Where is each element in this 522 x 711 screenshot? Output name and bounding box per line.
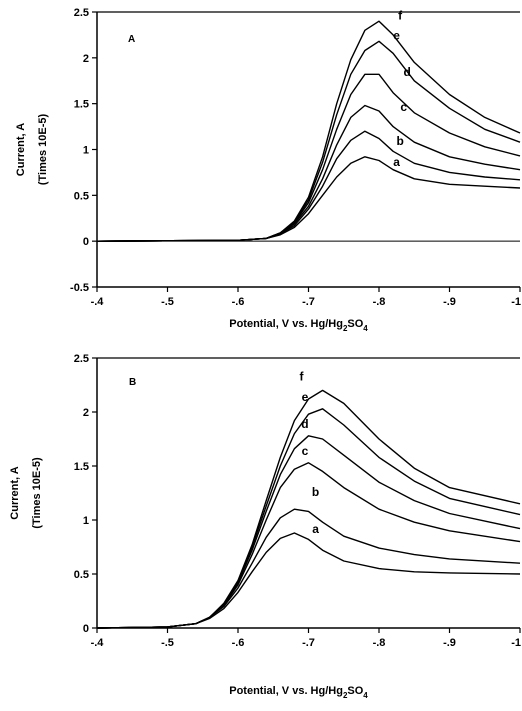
series-line-e [96, 408, 521, 629]
series-label-d: d [301, 417, 308, 431]
y-tick-label: 1 [83, 145, 89, 157]
x-tick-label: -.7 [302, 637, 315, 649]
series-label-a: a [312, 522, 319, 536]
series-line-a [96, 532, 521, 629]
panel-label: A [128, 34, 135, 45]
y-tick-label: 1.5 [74, 99, 89, 111]
series-line-f [96, 20, 521, 242]
panel-a: -0.5 0 0.5 1 1.5 2 2.5 -.4 -.5 -.6 -.7 -.8 -.9 -1 ab c d… [15, 7, 521, 333]
series-label-f: f [398, 8, 403, 22]
y-axis-unit: (Times 10E-5) [31, 457, 43, 529]
x-tick-label: -.6 [232, 296, 245, 308]
series-line-f [96, 389, 521, 629]
y-tick-label: 2 [83, 53, 89, 65]
x-tick-label: -1 [511, 637, 521, 649]
y-tick-label: 0.5 [74, 569, 89, 581]
series-label-e: e [393, 29, 400, 43]
x-tick-label: -.4 [91, 637, 105, 649]
x-tick-label: -.6 [232, 637, 245, 649]
x-tick-label: -.5 [161, 637, 174, 649]
y-tick-label: 0 [83, 236, 89, 248]
y-axis-title: Current, A [9, 466, 21, 519]
y-tick-label: 0.5 [74, 190, 89, 202]
x-tick-label: -.4 [91, 296, 105, 308]
y-tick-label: 1.5 [74, 461, 89, 473]
series-label-e: e [302, 390, 309, 404]
series-line-b [96, 508, 521, 629]
y-axis-title: Current, A [15, 123, 27, 176]
y-axis-unit: (Times 10E-5) [37, 113, 49, 185]
x-tick-label: -.9 [443, 296, 456, 308]
series-label-c: c [400, 100, 407, 114]
series-line-c [96, 462, 521, 629]
x-tick-label: -.8 [373, 296, 386, 308]
x-tick-label: -.9 [443, 637, 456, 649]
series-label-a: a [393, 155, 400, 169]
y-tick-label: 2.5 [74, 353, 89, 365]
series-label-f: f [299, 370, 304, 384]
x-axis-title: Potential, V vs. Hg/Hg2SO4 [229, 685, 368, 700]
x-tick-label: -.5 [161, 296, 174, 308]
y-tick-label: -0.5 [70, 282, 89, 294]
x-axis-title: Potential, V vs. Hg/Hg2SO4 [229, 318, 368, 333]
panel-label: B [129, 377, 136, 388]
series-label-b: b [312, 485, 319, 499]
series-label-c: c [302, 444, 309, 458]
series-line-b [96, 130, 521, 242]
x-tick-label: -1 [511, 296, 521, 308]
y-tick-label: 2.5 [74, 7, 89, 19]
y-tick-label: 2 [83, 407, 89, 419]
y-tick-label: 1 [83, 515, 89, 527]
y-tick-label: 0 [83, 623, 89, 635]
series-label-b: b [396, 134, 403, 148]
series-label-d: d [404, 65, 411, 79]
series-line-e [96, 40, 521, 242]
x-tick-label: -.7 [302, 296, 315, 308]
x-tick-label: -.8 [373, 637, 386, 649]
